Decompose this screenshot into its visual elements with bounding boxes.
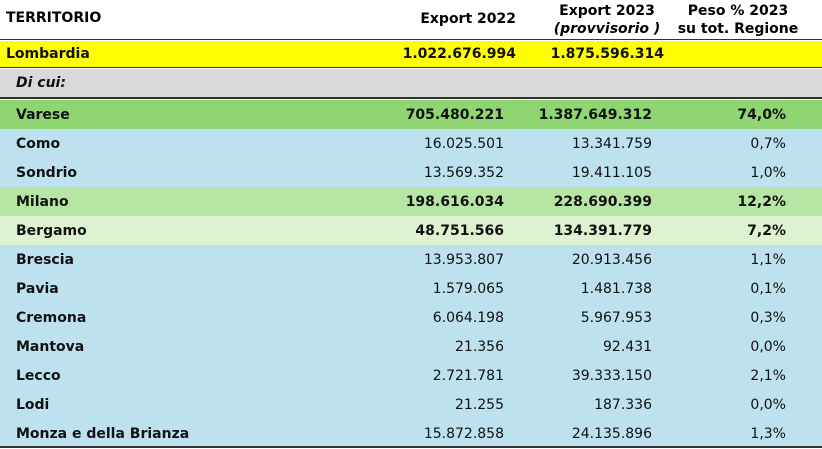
table-row: Varese 705.480.221 1.387.649.312 74,0%: [0, 100, 822, 129]
export-2023-value: 92.431: [603, 338, 652, 355]
header-export-2023-note: (provvisorio ): [553, 21, 661, 37]
header-territorio: TERRITORIO: [6, 10, 102, 26]
peso-value: 1,0%: [750, 164, 786, 181]
table-row: Mantova 21.356 92.431 0,0%: [0, 332, 822, 361]
peso-value: 0,7%: [750, 135, 786, 152]
peso-value: 1,3%: [750, 425, 786, 442]
export-2022-value: 2.721.781: [432, 367, 504, 384]
table-row: Milano 198.616.034 228.690.399 12,2%: [0, 187, 822, 216]
table-row: Sondrio 13.569.352 19.411.105 1,0%: [0, 158, 822, 187]
peso-value: 0,1%: [750, 280, 786, 297]
export-2023-value: 20.913.456: [571, 251, 652, 268]
table-bottom-border: [0, 446, 822, 448]
province-name: Como: [16, 135, 61, 152]
peso-value: 0,0%: [750, 396, 786, 413]
export-2023-value: 134.391.779: [553, 222, 652, 239]
province-name: Lecco: [16, 367, 61, 384]
export-2023-value: 19.411.105: [571, 164, 652, 181]
province-name: Cremona: [16, 309, 87, 326]
table-row: Monza e della Brianza 15.872.858 24.135.89…: [0, 419, 822, 448]
table-header: TERRITORIO Export 2022 Export 2023 (prov…: [0, 0, 822, 40]
peso-value: 74,0%: [737, 106, 786, 123]
header-export-2023-title: Export 2023: [559, 3, 655, 19]
export-2022-value: 16.025.501: [423, 135, 504, 152]
export-2022-value: 13.569.352: [423, 164, 504, 181]
export-2022-value: 1.579.065: [432, 280, 504, 297]
export-2022-value: 15.872.858: [423, 425, 504, 442]
export-2022-value: 6.064.198: [432, 309, 504, 326]
table-row: Lecco 2.721.781 39.333.150 2,1%: [0, 361, 822, 390]
export-2023-value: 1.481.738: [580, 280, 652, 297]
table-row: Como 16.025.501 13.341.759 0,7%: [0, 129, 822, 158]
region-row: Lombardia 1.022.676.994 1.875.596.314: [0, 41, 822, 68]
header-export-2022: Export 2022: [420, 11, 516, 27]
export-2022-value: 198.616.034: [405, 193, 504, 210]
export-2023-value: 5.967.953: [580, 309, 652, 326]
export-2023-value: 39.333.150: [571, 367, 652, 384]
province-name: Bergamo: [16, 222, 87, 239]
peso-value: 2,1%: [750, 367, 786, 384]
di-cui-label: Di cui:: [16, 75, 66, 91]
peso-value: 12,2%: [737, 193, 786, 210]
province-name: Sondrio: [16, 164, 78, 181]
export-2022-value: 48.751.566: [415, 222, 504, 239]
region-export-2023: 1.875.596.314: [550, 46, 664, 62]
table-row: Brescia 13.953.807 20.913.456 1,1%: [0, 245, 822, 274]
export-2023-value: 24.135.896: [571, 425, 652, 442]
export-2022-value: 21.356: [455, 338, 504, 355]
table-row: Lodi 21.255 187.336 0,0%: [0, 390, 822, 419]
export-2023-value: 1.387.649.312: [538, 106, 652, 123]
peso-value: 7,2%: [747, 222, 786, 239]
peso-value: 0,0%: [750, 338, 786, 355]
peso-value: 1,1%: [750, 251, 786, 268]
export-2022-value: 13.953.807: [423, 251, 504, 268]
table-row: Bergamo 48.751.566 134.391.779 7,2%: [0, 216, 822, 245]
export-2023-value: 187.336: [594, 396, 652, 413]
export-2022-value: 705.480.221: [405, 106, 504, 123]
table-row: Cremona 6.064.198 5.967.953 0,3%: [0, 303, 822, 332]
table-row: Pavia 1.579.065 1.481.738 0,1%: [0, 274, 822, 303]
header-peso-line2: su tot. Regione: [677, 21, 799, 37]
province-name: Mantova: [16, 338, 85, 355]
province-name: Varese: [16, 106, 70, 123]
region-name: Lombardia: [6, 46, 90, 62]
export-2022-value: 21.255: [455, 396, 504, 413]
export-2023-value: 13.341.759: [571, 135, 652, 152]
province-name: Lodi: [16, 396, 50, 413]
province-rows: Varese 705.480.221 1.387.649.312 74,0% Como 1…: [0, 100, 822, 448]
region-export-2022: 1.022.676.994: [402, 46, 516, 62]
header-export-2023: Export 2023 (provvisorio ): [540, 2, 674, 38]
province-name: Milano: [16, 193, 69, 210]
province-name: Pavia: [16, 280, 59, 297]
province-name: Brescia: [16, 251, 74, 268]
peso-value: 0,3%: [750, 309, 786, 326]
export-2023-value: 228.690.399: [553, 193, 652, 210]
di-cui-row: Di cui:: [0, 69, 822, 99]
header-peso: Peso % 2023 su tot. Regione: [676, 2, 800, 38]
province-name: Monza e della Brianza: [16, 425, 190, 442]
header-peso-line1: Peso % 2023: [687, 3, 789, 19]
